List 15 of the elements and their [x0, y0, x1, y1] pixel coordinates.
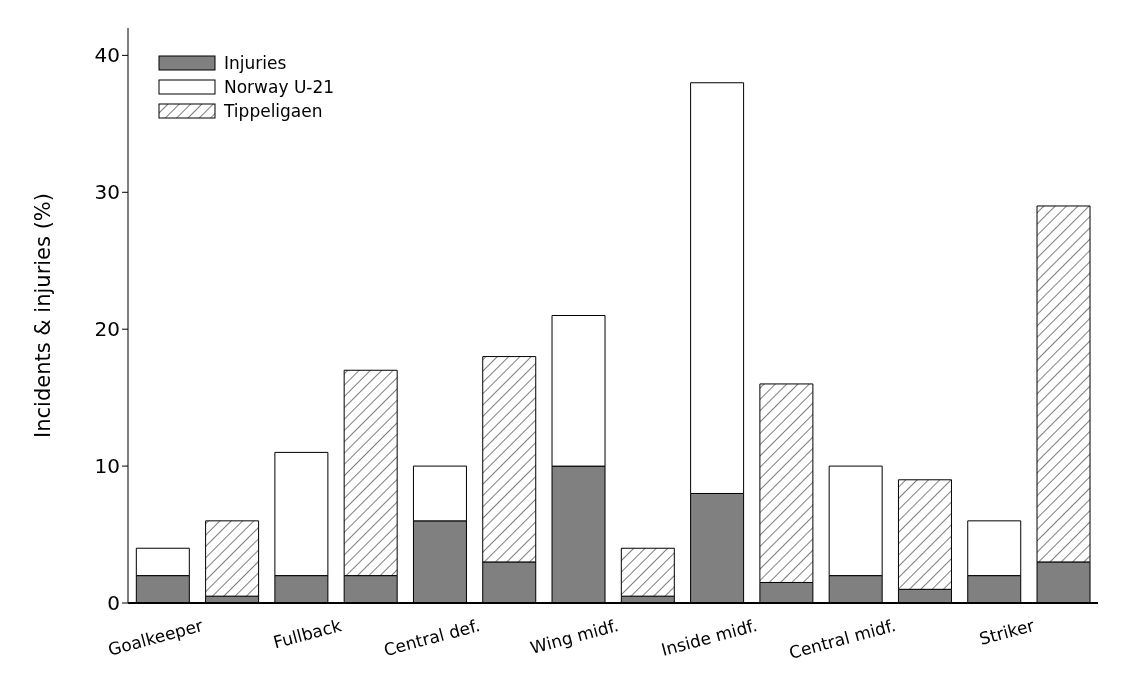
legend-label: Tippeligaen — [224, 101, 323, 121]
x-tick-label: Central def. — [381, 615, 483, 661]
x-tick-label: Inside midf. — [659, 615, 760, 660]
legend-label: Injuries — [224, 53, 287, 73]
x-tick-label: Fullback — [271, 615, 344, 653]
y-tick-label: 20 — [94, 317, 120, 342]
x-tick-label: Central midf. — [786, 615, 898, 663]
x-tick-label: Striker — [977, 615, 1037, 649]
y-tick-label: 0 — [107, 591, 120, 616]
y-tick-label: 30 — [94, 180, 120, 205]
legend-label: Norway U-21 — [224, 77, 335, 97]
y-tick-label: 40 — [94, 43, 120, 68]
x-tick-label: Wing midf. — [528, 615, 621, 658]
y-axis-title: Incidents & injuries (%) — [31, 193, 56, 438]
y-tick-label: 10 — [94, 454, 120, 479]
